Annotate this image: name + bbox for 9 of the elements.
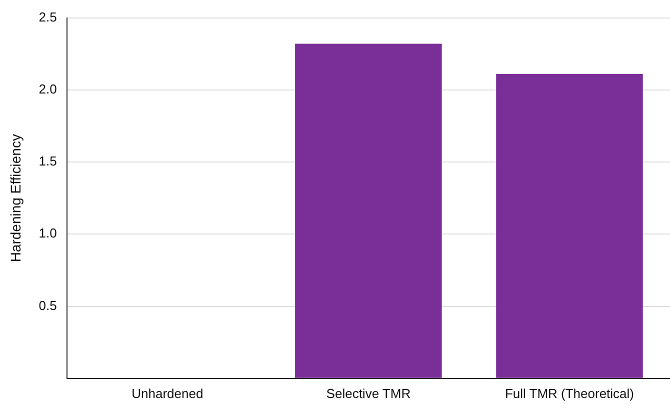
y-tick-label: 2.5 <box>38 9 57 24</box>
x-tick-label: Selective TMR <box>326 386 411 401</box>
y-tick-label: 1.5 <box>38 154 57 169</box>
y-tick-label: 2.0 <box>38 82 57 96</box>
y-tick-label: 1.0 <box>38 226 57 241</box>
x-tick-label: Full TMR (Theoretical) <box>504 386 634 401</box>
x-tick-label: Unhardened <box>132 386 204 401</box>
y-axis-title: Hardening Efficiency <box>7 134 24 262</box>
y-tick-label: 0.5 <box>38 298 57 313</box>
